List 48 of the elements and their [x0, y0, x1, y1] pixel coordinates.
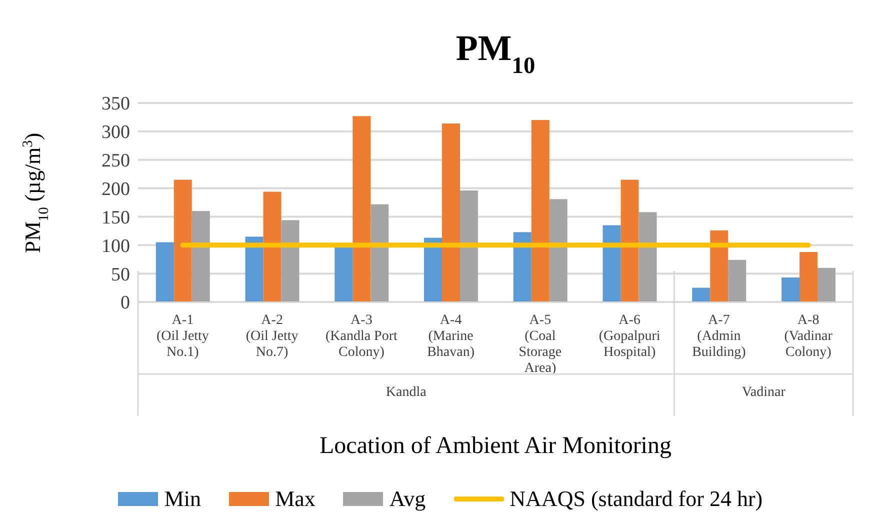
y-tick-label: 350 [102, 94, 130, 115]
x-axis-title: Location of Ambient Air Monitoring [318, 433, 672, 460]
text: Kandla [386, 385, 428, 400]
x-tick-label: A-4 (Marine Bhavan) [427, 313, 475, 360]
x-tick-label: A-3 (Kandla Port Colony) [325, 313, 398, 360]
bar [334, 246, 353, 302]
bar [352, 116, 371, 302]
bar [782, 278, 800, 302]
bar [245, 236, 264, 302]
x-tick-label: A-6 (Gopalpuri Hospital) [598, 313, 660, 360]
y-tick-label: 50 [111, 264, 130, 286]
bar [513, 232, 532, 302]
y-tick-label: 250 [102, 150, 130, 172]
bar [638, 212, 657, 302]
legend-label: Avg [389, 486, 426, 512]
y-tick-label: 100 [102, 236, 130, 257]
bar [424, 238, 442, 302]
legend-label: NAAQS (standard for 24 hr) [510, 486, 763, 512]
bar [192, 211, 210, 302]
y-tick-label: 300 [102, 122, 130, 144]
x-tick-label: A-1 (Oil Jetty No.1) [156, 313, 209, 360]
bar [549, 199, 568, 302]
bar [531, 120, 550, 302]
bar [156, 242, 174, 302]
legend-label: Max [275, 486, 316, 512]
y-tick-label: 0 [120, 292, 130, 314]
bar [460, 190, 478, 302]
y-tick-label: 150 [102, 207, 130, 228]
text: Vadinar [742, 385, 786, 400]
bar [728, 260, 746, 302]
bar [442, 123, 460, 302]
x-tick-label: A-2 (Oil Jetty No.7) [246, 313, 298, 360]
x-tick-label: A-8 (Vadinar Colony) [784, 313, 833, 360]
bar [281, 220, 300, 302]
bar [370, 204, 389, 302]
bar [710, 230, 728, 302]
x-tick-label: A-7 (Admin Building) [692, 313, 746, 360]
bar [800, 252, 818, 302]
legend-label: Min [164, 486, 202, 512]
bar [602, 225, 621, 302]
x-tick-label: A-5 (Coal Storage Area) [518, 313, 562, 376]
bar [620, 180, 639, 302]
bar [692, 288, 710, 302]
bar [174, 180, 192, 302]
bar [818, 268, 836, 302]
chart-title: PM$_{10}$ [456, 28, 536, 79]
y-tick-label: 200 [102, 179, 130, 200]
bar [263, 192, 282, 302]
